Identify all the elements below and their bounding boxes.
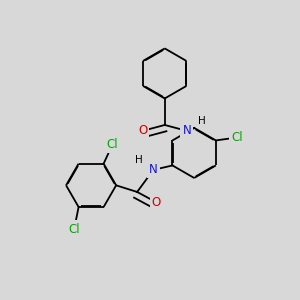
Text: H: H: [135, 154, 142, 165]
Text: Cl: Cl: [68, 223, 80, 236]
Text: N: N: [149, 164, 158, 176]
Text: Cl: Cl: [106, 138, 118, 151]
Text: Cl: Cl: [231, 131, 243, 144]
Text: O: O: [152, 196, 161, 209]
Text: N: N: [182, 124, 191, 137]
Text: H: H: [198, 116, 206, 126]
Text: O: O: [138, 124, 147, 137]
